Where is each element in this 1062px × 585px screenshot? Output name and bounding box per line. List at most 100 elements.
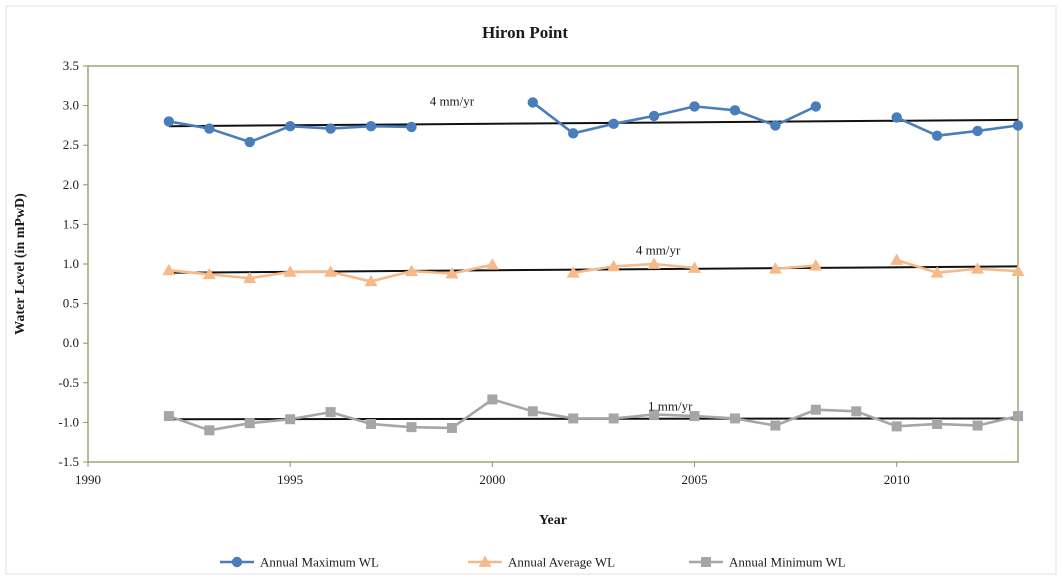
data-point bbox=[204, 425, 215, 436]
trendline-label: 4 mm/yr bbox=[636, 242, 681, 257]
data-point bbox=[325, 407, 336, 418]
y-tick-label: -0.5 bbox=[58, 375, 79, 390]
x-tick-label: 1990 bbox=[75, 472, 101, 487]
data-point bbox=[204, 123, 215, 134]
y-tick-label: 2.0 bbox=[63, 177, 79, 192]
data-point bbox=[485, 258, 499, 270]
trendline-label: 4 mm/yr bbox=[430, 94, 475, 109]
data-point bbox=[404, 264, 418, 277]
data-point bbox=[568, 413, 579, 424]
data-point bbox=[1012, 120, 1024, 131]
series-annual-average-wl bbox=[162, 253, 1025, 287]
legend-label: Annual Maximum WL bbox=[260, 555, 379, 570]
data-point bbox=[770, 120, 781, 131]
series-line bbox=[775, 264, 816, 271]
y-tick-label: 3.5 bbox=[63, 58, 79, 73]
series-annual-minimum-wl bbox=[163, 394, 1023, 436]
data-point bbox=[527, 406, 538, 417]
trendline-label: 1 mm/yr bbox=[648, 399, 693, 414]
data-point bbox=[891, 421, 902, 432]
y-tick-label: 1.5 bbox=[63, 216, 79, 231]
series-line bbox=[531, 101, 817, 135]
y-tick-label: -1.0 bbox=[58, 414, 79, 429]
data-point bbox=[689, 101, 700, 112]
data-point bbox=[365, 120, 377, 132]
x-tick-label: 1995 bbox=[277, 472, 303, 487]
legend-label: Annual Minimum WL bbox=[729, 555, 846, 570]
legend-marker bbox=[231, 556, 243, 568]
data-point bbox=[445, 267, 459, 279]
data-point bbox=[729, 105, 741, 116]
data-point bbox=[406, 422, 417, 433]
series-layer bbox=[162, 97, 1025, 436]
data-point bbox=[566, 266, 580, 278]
data-point bbox=[527, 97, 538, 108]
data-point bbox=[688, 261, 702, 273]
y-tick-label: 0.5 bbox=[63, 296, 79, 311]
data-point bbox=[162, 263, 176, 276]
data-point bbox=[768, 262, 782, 274]
chart-title: Hiron Point bbox=[482, 23, 568, 42]
series-line bbox=[896, 258, 1019, 275]
data-point bbox=[406, 121, 417, 133]
data-point bbox=[1013, 411, 1023, 422]
legend-label: Annual Average WL bbox=[508, 555, 615, 570]
y-tick-label: -1.5 bbox=[58, 454, 79, 469]
data-point bbox=[325, 123, 336, 134]
series-line bbox=[168, 398, 1019, 432]
data-point bbox=[810, 404, 821, 415]
data-point bbox=[285, 414, 296, 425]
trendline bbox=[168, 118, 1019, 128]
data-point bbox=[649, 409, 660, 420]
y-tick-label: 1.0 bbox=[63, 256, 79, 271]
data-point bbox=[809, 259, 823, 271]
data-point bbox=[244, 418, 255, 429]
y-tick-label: 3.0 bbox=[63, 98, 79, 113]
data-point bbox=[810, 101, 822, 112]
x-tick-label: 2000 bbox=[479, 472, 505, 487]
data-point bbox=[366, 418, 377, 429]
chart-area bbox=[5, 5, 1057, 575]
data-point bbox=[607, 259, 621, 272]
data-point bbox=[163, 411, 174, 422]
x-axis-title: Year bbox=[539, 513, 567, 528]
legend-marker bbox=[478, 555, 492, 567]
y-tick-label: 0.0 bbox=[63, 335, 79, 350]
trendline-labels: 4 mm/yr 4 mm/yr 1 mm/yr bbox=[430, 94, 693, 414]
data-point bbox=[930, 266, 944, 278]
data-point bbox=[972, 125, 983, 137]
data-point bbox=[163, 116, 175, 127]
series-line bbox=[573, 262, 695, 274]
data-point bbox=[568, 128, 579, 139]
series-line bbox=[896, 116, 1019, 137]
y-axis-ticks: 3.5 3.0 2.5 2.0 1.5 1.0 0.5 0.0 -0.5 -1.0 -1.5 bbox=[58, 58, 88, 469]
data-point bbox=[608, 118, 619, 130]
data-point bbox=[244, 136, 255, 148]
data-point bbox=[971, 262, 985, 274]
series-annual-maximum-wl bbox=[163, 97, 1024, 148]
data-point bbox=[729, 413, 740, 424]
data-point bbox=[364, 274, 378, 287]
data-point bbox=[972, 420, 983, 431]
data-point bbox=[284, 120, 296, 132]
data-point bbox=[890, 253, 904, 265]
data-point bbox=[283, 265, 297, 277]
y-tick-label: 2.5 bbox=[63, 137, 79, 152]
x-tick-label: 2005 bbox=[682, 472, 708, 487]
data-point bbox=[202, 267, 216, 280]
data-point bbox=[891, 112, 902, 123]
data-point bbox=[932, 418, 943, 429]
data-point bbox=[446, 422, 457, 433]
data-point bbox=[243, 271, 257, 284]
data-point bbox=[648, 110, 660, 122]
y-axis-title: Water Level (in mPwD) bbox=[13, 193, 28, 335]
data-point bbox=[770, 420, 781, 431]
data-point bbox=[647, 257, 661, 269]
data-point bbox=[487, 394, 498, 405]
data-point bbox=[1011, 264, 1025, 277]
x-tick-label: 2010 bbox=[884, 472, 910, 487]
data-point bbox=[931, 130, 943, 141]
x-axis-ticks: 1990 1995 2000 2005 2010 bbox=[75, 462, 910, 487]
